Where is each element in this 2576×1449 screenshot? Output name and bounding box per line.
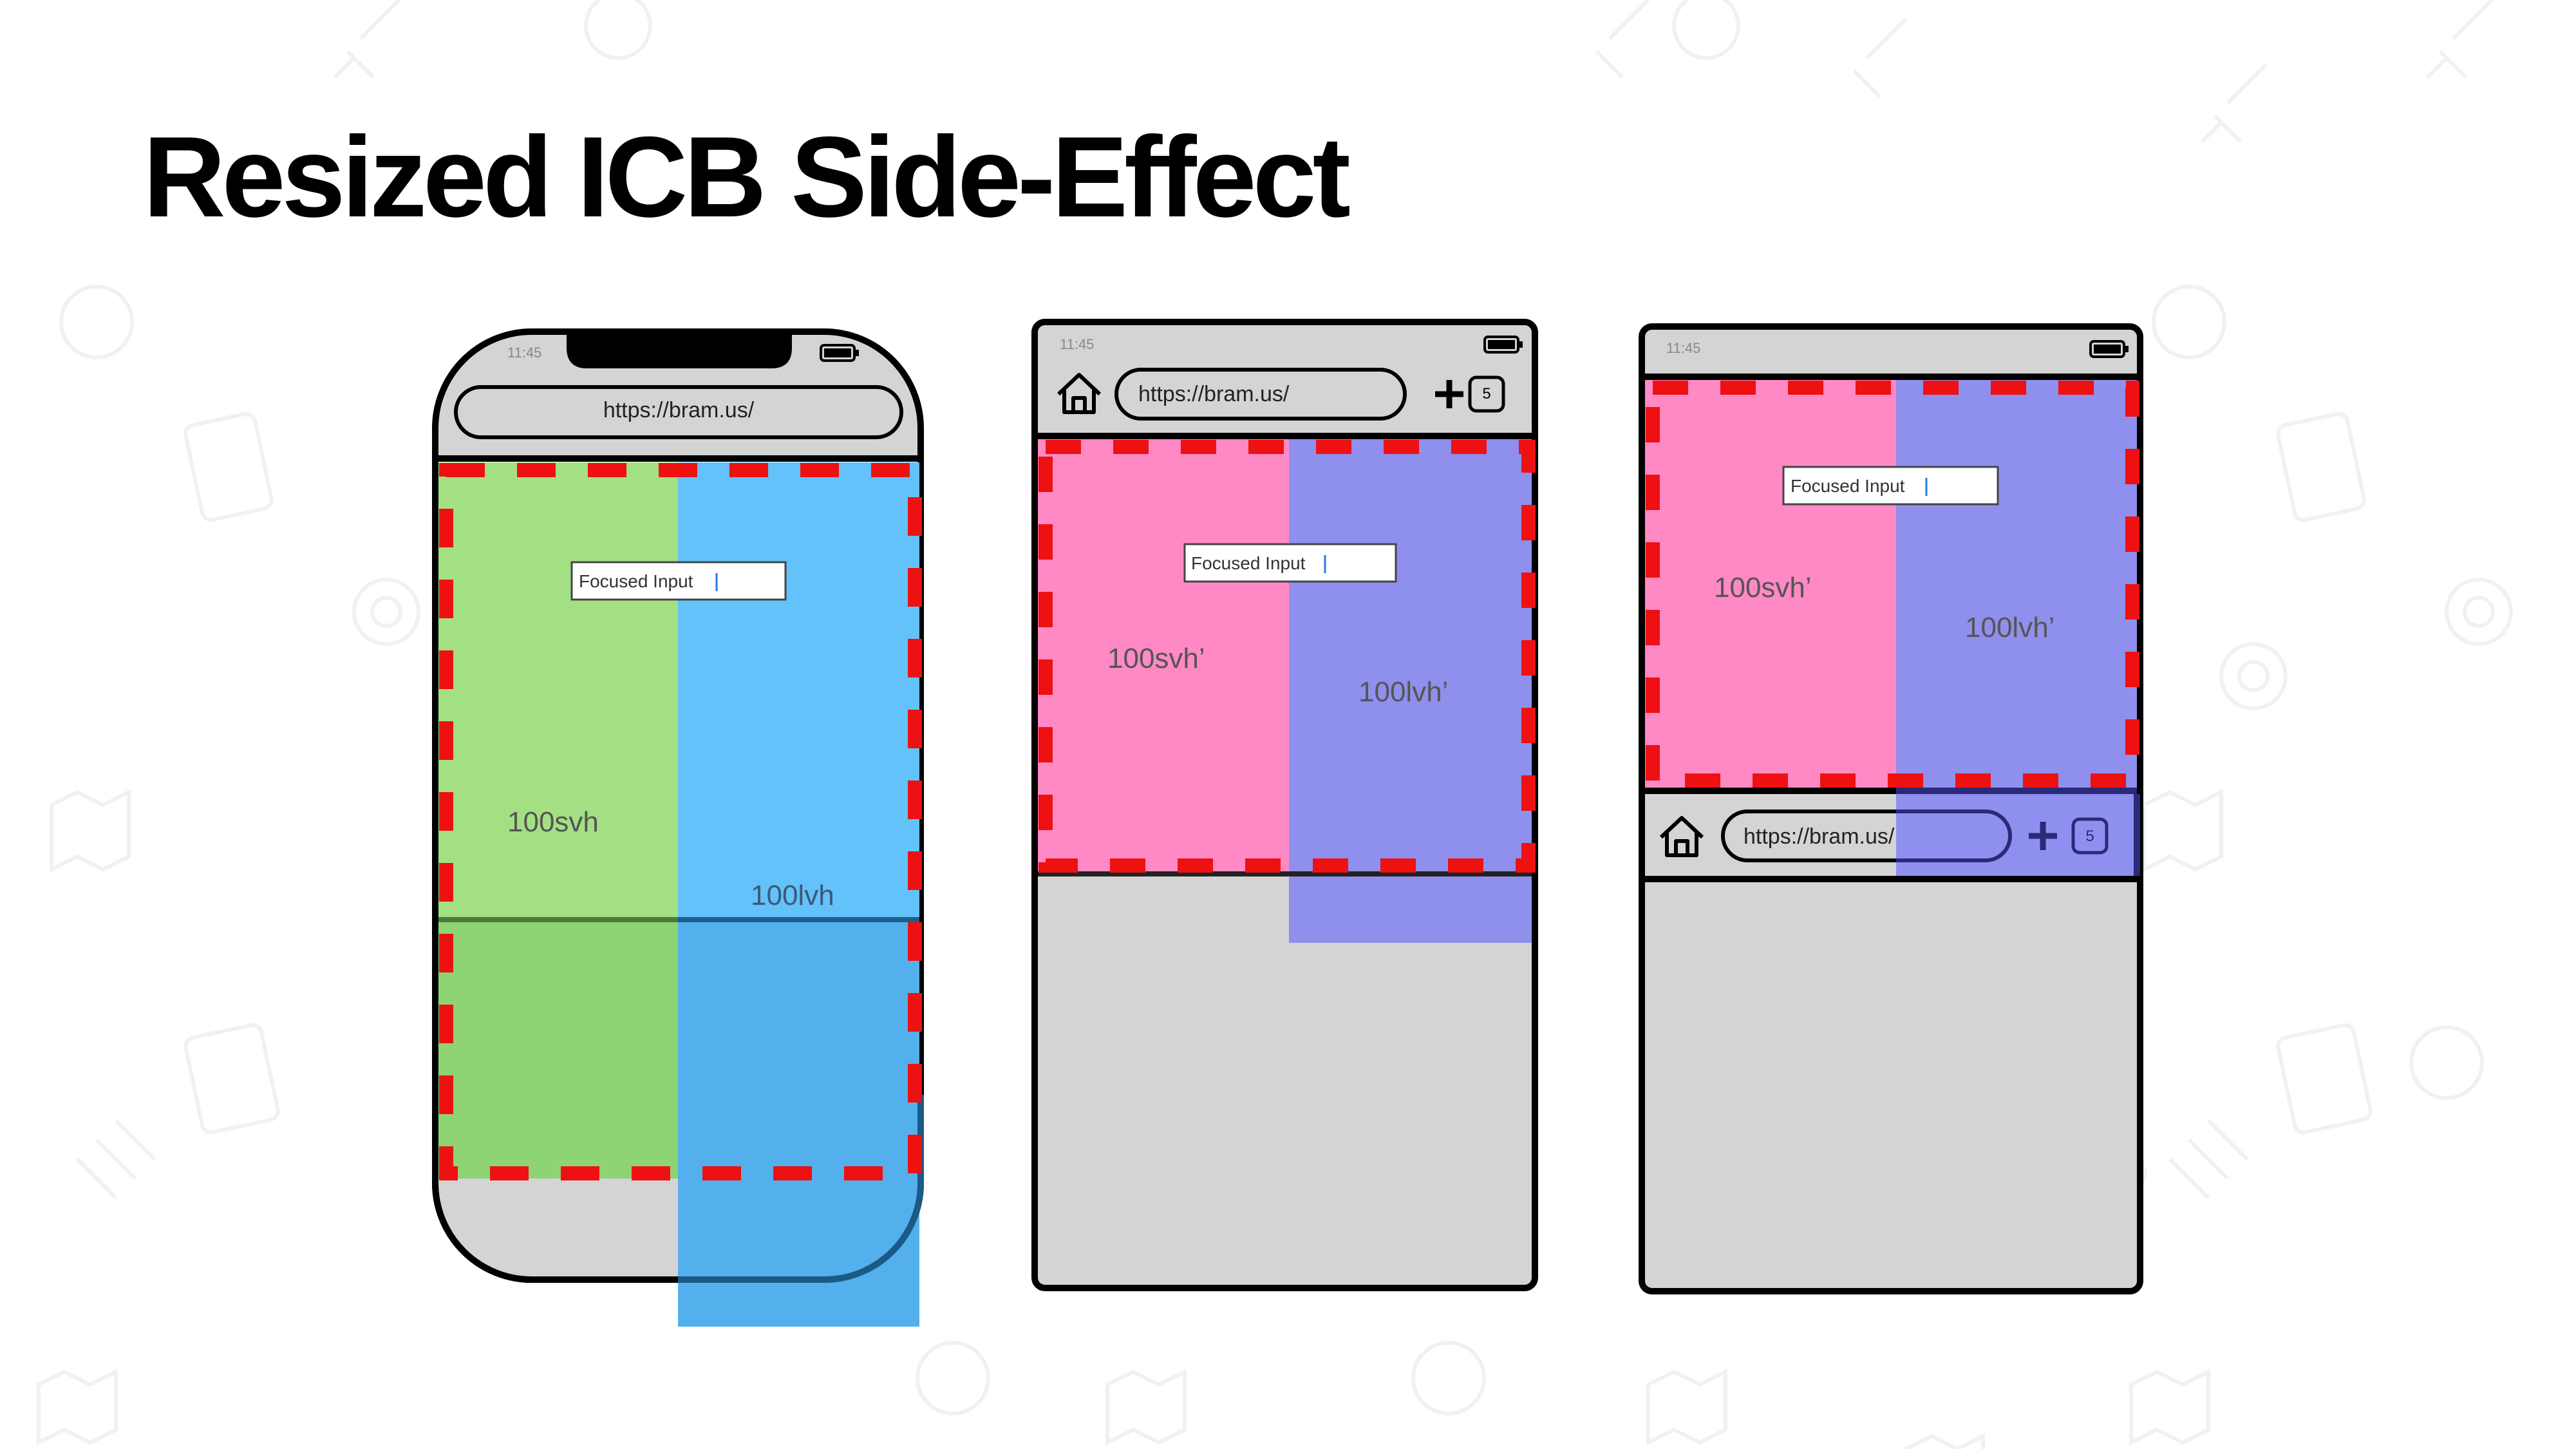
focused-input — [570, 561, 787, 601]
browser-bottom-tab-count[interactable]: 5 — [2085, 828, 2094, 845]
icb-dashed-border — [1039, 440, 1536, 873]
icb-dashed-border — [1646, 381, 2139, 788]
phone-status-time: 11:45 — [507, 345, 542, 361]
plus-icon — [2029, 822, 2057, 850]
phone-lvh-label: 100lvh — [751, 880, 834, 911]
browser-top-focused-input-text[interactable]: Focused Input — [1191, 553, 1306, 573]
browser-top-tab-count[interactable]: 5 — [1482, 385, 1491, 402]
browser-top-svh-label: 100svh’ — [1107, 643, 1205, 674]
home-icon — [1659, 816, 1704, 857]
battery-icon — [820, 344, 859, 362]
url-bar — [1114, 368, 1407, 421]
focused-input — [1782, 466, 1999, 506]
tab-count-icon — [1468, 375, 1505, 413]
focused-input — [1183, 543, 1397, 583]
phone-url-text[interactable]: https://bram.us/ — [603, 398, 755, 422]
svh-region — [1645, 380, 1896, 791]
phone-notch — [567, 330, 792, 368]
browser-top-url-text[interactable]: https://bram.us/ — [1138, 382, 1290, 406]
slide-title: Resized ICB Side-Effect — [143, 113, 1351, 241]
browser-bottom-url-text[interactable]: https://bram.us/ — [1744, 824, 1895, 849]
home-icon — [1057, 373, 1102, 414]
battery-icon — [2089, 340, 2129, 358]
browser-top-lvh-label: 100lvh’ — [1359, 676, 1449, 708]
browser-bottom-lvh-label: 100lvh’ — [1965, 612, 2055, 643]
phone-focused-input-text[interactable]: Focused Input — [579, 571, 693, 591]
browser-top-time: 11:45 — [1060, 336, 1095, 352]
battery-icon — [1483, 336, 1523, 354]
phone-svh-label: 100svh — [507, 806, 599, 838]
browser-bottom-focused-input-text[interactable]: Focused Input — [1791, 476, 1905, 496]
tab-count-icon — [2071, 817, 2109, 855]
url-bar — [454, 385, 903, 439]
browser-bottom-svh-label: 100svh’ — [1714, 572, 1812, 603]
icb-dashed-border — [439, 463, 922, 1180]
plus-icon — [1435, 380, 1463, 408]
svh-region — [1038, 439, 1289, 873]
browser-bottom-time: 11:45 — [1666, 340, 1701, 356]
